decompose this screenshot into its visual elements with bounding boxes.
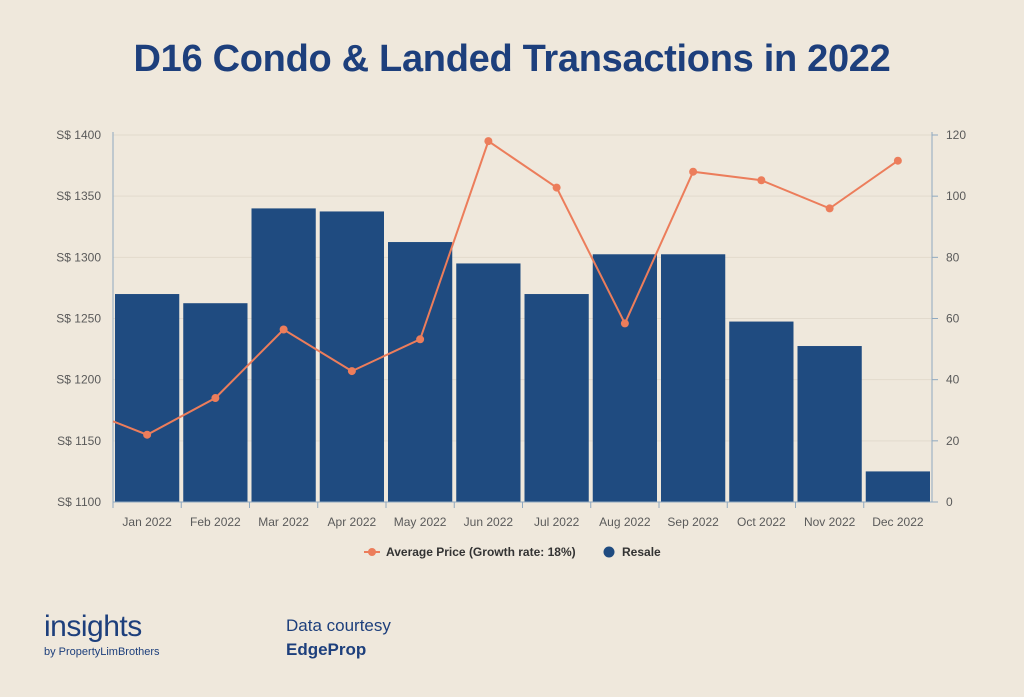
bar — [388, 242, 453, 502]
bar — [592, 254, 657, 502]
legend-bar-dot — [603, 546, 615, 558]
y-right-tick-label: 100 — [946, 189, 966, 203]
price-point — [484, 137, 493, 146]
price-point — [143, 430, 152, 439]
x-tick-label: Jan 2022 — [122, 515, 172, 529]
y-right-tick-label: 60 — [946, 312, 960, 326]
x-tick-label: Jul 2022 — [534, 515, 580, 529]
price-point — [211, 394, 220, 403]
legend-label-average-price: Average Price (Growth rate: 18%) — [386, 545, 576, 559]
price-point — [757, 176, 766, 185]
price-point — [347, 367, 356, 376]
y-right-tick-label: 40 — [946, 373, 960, 387]
brand-tagline: by PropertyLimBrothers — [44, 646, 160, 658]
bar — [661, 254, 726, 502]
price-point — [893, 156, 902, 165]
legend-label-resale: Resale — [622, 545, 661, 559]
y-left-tick-label: S$ 1100 — [57, 495, 101, 509]
y-right-tick-label: 120 — [946, 128, 966, 142]
brand-logo: insights by PropertyLimBrothers — [44, 610, 160, 659]
data-credit: Data courtesy EdgeProp — [286, 616, 391, 660]
x-tick-label: Nov 2022 — [804, 515, 856, 529]
y-right-tick-label: 80 — [946, 250, 960, 264]
x-tick-label: May 2022 — [394, 515, 447, 529]
x-tick-label: Mar 2022 — [258, 515, 309, 529]
legend-line-dot — [368, 548, 376, 556]
y-left-tick-label: S$ 1350 — [56, 189, 101, 203]
credit-label: Data courtesy — [286, 616, 391, 635]
x-tick-label: Jun 2022 — [464, 515, 514, 529]
bar — [319, 211, 384, 503]
price-point — [825, 204, 834, 213]
bar-series-resale — [115, 208, 930, 503]
price-point — [416, 335, 425, 344]
bar — [456, 263, 521, 502]
bar — [729, 321, 794, 502]
x-tick-label: Sep 2022 — [667, 515, 719, 529]
price-point — [279, 325, 288, 334]
x-tick-label: Apr 2022 — [328, 515, 377, 529]
x-tick-label: Aug 2022 — [599, 515, 651, 529]
axes: S$ 1100 S$ 1150 S$ 1200 S$ 1250 S$ 1300 S$ 13… — [56, 128, 966, 529]
x-tick-label: Dec 2022 — [872, 515, 924, 529]
credit-source: EdgeProp — [286, 640, 367, 659]
brand-name: insights — [44, 610, 142, 643]
line-series-average-price — [112, 137, 902, 439]
bar — [251, 208, 316, 502]
y-left-tick-label: S$ 1200 — [56, 373, 101, 387]
y-right-tick-label: 0 — [946, 495, 953, 509]
y-left-tick-label: S$ 1150 — [57, 434, 101, 448]
price-point — [620, 319, 629, 328]
bar — [797, 346, 862, 502]
price-point — [552, 183, 561, 192]
bar — [115, 294, 180, 502]
y-right-tick-label: 20 — [946, 434, 960, 448]
y-left-tick-label: S$ 1400 — [56, 128, 101, 142]
price-point — [689, 167, 698, 176]
x-tick-label: Oct 2022 — [737, 515, 786, 529]
bar — [865, 471, 930, 502]
y-left-tick-label: S$ 1300 — [56, 250, 101, 264]
chart-title: D16 Condo & Landed Transactions in 2022 — [133, 38, 891, 80]
y-left-tick-label: S$ 1250 — [56, 312, 101, 326]
x-tick-label: Feb 2022 — [190, 515, 241, 529]
legend: Average Price (Growth rate: 18%) Resale — [364, 545, 661, 559]
bar — [524, 294, 589, 502]
bar — [183, 303, 248, 502]
